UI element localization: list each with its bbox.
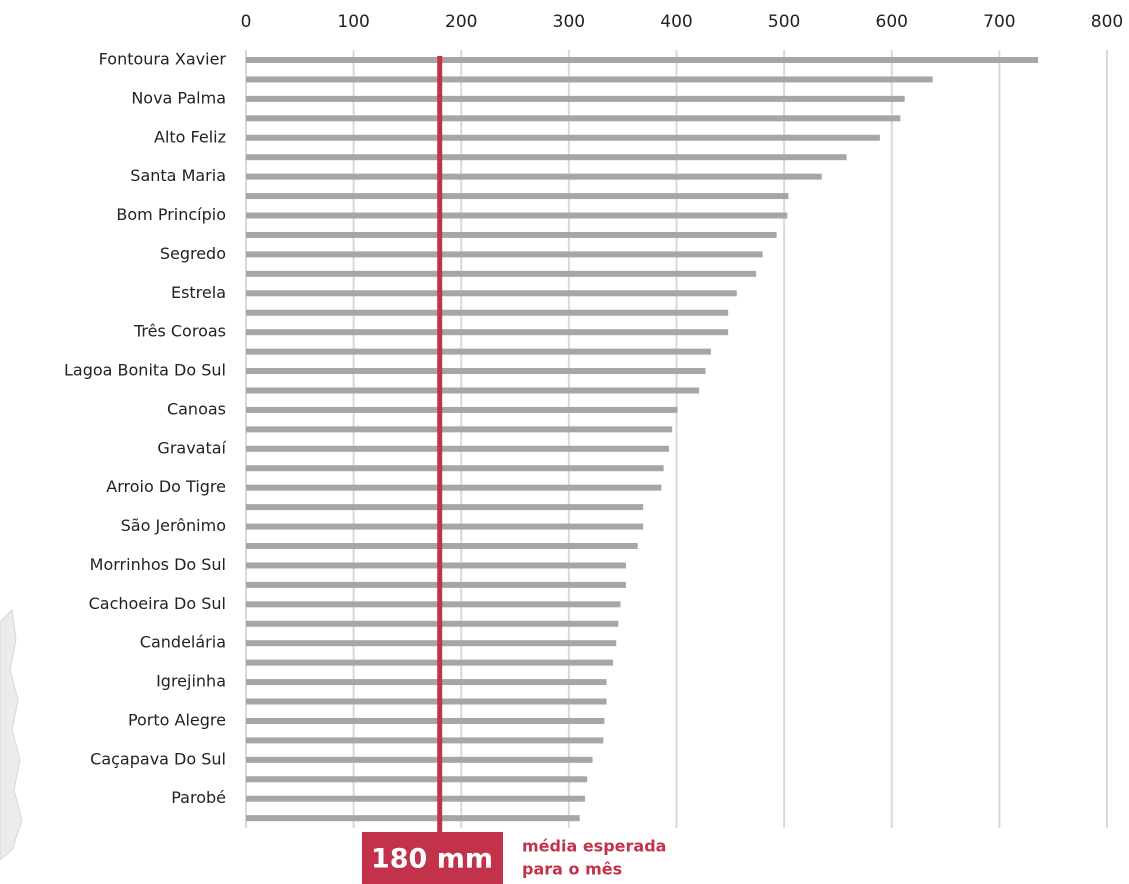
annotation: para o mês bbox=[522, 860, 622, 879]
bar bbox=[246, 95, 905, 102]
y-tick-label: Porto Alegre bbox=[128, 710, 226, 729]
bar bbox=[246, 698, 607, 705]
bar bbox=[246, 776, 588, 783]
y-tick-label: São Jerônimo bbox=[121, 516, 226, 535]
bar bbox=[246, 426, 673, 433]
bar bbox=[246, 329, 729, 336]
y-tick-label: Canoas bbox=[167, 399, 226, 418]
y-tick-label: Santa Maria bbox=[130, 166, 226, 185]
y-tick-label: Fontoura Xavier bbox=[99, 50, 227, 69]
y-tick-label: Cachoeira Do Sul bbox=[89, 594, 226, 613]
x-tick-label: 500 bbox=[768, 12, 800, 32]
bar bbox=[246, 620, 619, 627]
y-tick-label: Parobé bbox=[171, 788, 226, 807]
bar bbox=[246, 212, 788, 219]
reference-label-box bbox=[362, 832, 503, 884]
bar bbox=[246, 659, 614, 666]
bar bbox=[246, 134, 880, 141]
bar bbox=[246, 504, 644, 511]
bar bbox=[246, 348, 711, 355]
x-tick-label: 100 bbox=[337, 12, 369, 32]
bar bbox=[246, 406, 678, 413]
y-tick-label: Três Coroas bbox=[133, 322, 226, 341]
x-tick-label: 600 bbox=[876, 12, 908, 32]
x-tick-label: 400 bbox=[660, 12, 692, 32]
bar bbox=[246, 57, 1039, 63]
bar bbox=[246, 270, 757, 277]
bar bbox=[246, 193, 789, 200]
y-tick-label: Gravataí bbox=[157, 438, 226, 457]
annotation: média esperada bbox=[522, 837, 666, 856]
y-tick-label: Morrinhos Do Sul bbox=[90, 555, 226, 574]
bar bbox=[246, 76, 933, 83]
bar bbox=[246, 581, 626, 588]
paper-decoration bbox=[0, 608, 23, 861]
y-tick-label: Igrejinha bbox=[156, 672, 226, 691]
y-tick-label: Lagoa Bonita Do Sul bbox=[64, 361, 226, 380]
x-tick-label: 200 bbox=[445, 12, 477, 32]
bar bbox=[246, 523, 644, 530]
bar bbox=[246, 290, 737, 297]
bar bbox=[246, 465, 664, 472]
bar bbox=[246, 154, 847, 161]
bar bbox=[246, 445, 669, 452]
y-tick-label: Caçapava Do Sul bbox=[90, 749, 226, 768]
y-tick-label: Alto Feliz bbox=[154, 127, 226, 146]
x-tick-label: 0 bbox=[241, 12, 252, 32]
bar bbox=[246, 251, 763, 258]
bar bbox=[246, 737, 604, 744]
y-tick-label: Nova Palma bbox=[131, 88, 226, 107]
bar bbox=[246, 756, 593, 763]
bar bbox=[246, 562, 626, 569]
y-tick-label: Bom Princípio bbox=[116, 205, 226, 224]
bar bbox=[246, 115, 901, 122]
x-tick-label: 300 bbox=[553, 12, 585, 32]
bar bbox=[246, 717, 605, 724]
bar bbox=[246, 679, 607, 686]
bar bbox=[246, 309, 729, 316]
bar bbox=[246, 815, 580, 822]
y-tick-label: Arroio Do Tigre bbox=[106, 477, 226, 496]
x-tick-label: 700 bbox=[983, 12, 1015, 32]
y-tick-label: Estrela bbox=[171, 283, 226, 302]
bar bbox=[246, 231, 777, 238]
bar bbox=[246, 484, 662, 491]
bar bbox=[246, 387, 700, 394]
reference-label: 180 mm bbox=[371, 844, 493, 875]
bar bbox=[246, 795, 586, 802]
x-tick-label: 800 bbox=[1091, 12, 1123, 32]
y-tick-label: Segredo bbox=[160, 244, 226, 263]
bar bbox=[246, 640, 617, 647]
y-tick-label: Candelária bbox=[140, 633, 226, 652]
bar bbox=[246, 173, 822, 180]
bar bbox=[246, 368, 706, 375]
bar bbox=[246, 601, 621, 608]
